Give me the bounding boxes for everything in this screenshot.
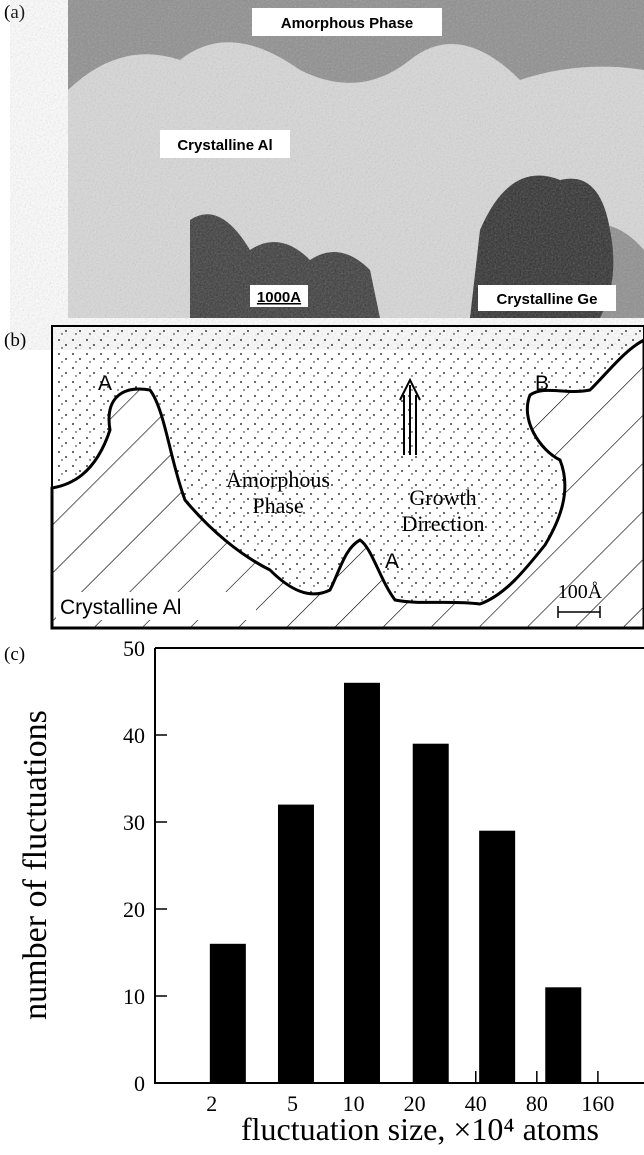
bar bbox=[479, 830, 516, 1083]
bar bbox=[277, 804, 314, 1083]
x-tick-label: 2 bbox=[206, 1091, 217, 1116]
bar bbox=[412, 743, 449, 1083]
x-tick-label: 80 bbox=[526, 1091, 548, 1116]
label: Direction bbox=[401, 511, 484, 536]
scale-bar: 1000A bbox=[257, 289, 301, 306]
panel-label: (c) bbox=[4, 644, 25, 665]
bar bbox=[545, 987, 582, 1083]
texture bbox=[68, 0, 644, 318]
label-box bbox=[160, 130, 290, 158]
marker: B bbox=[535, 372, 549, 395]
label-box bbox=[56, 592, 256, 620]
scale-bar bbox=[557, 606, 601, 618]
label: Crystalline Al bbox=[177, 137, 272, 154]
label-box bbox=[478, 285, 616, 311]
y-tick-label: 0 bbox=[134, 1071, 145, 1096]
label: Crystalline Al bbox=[60, 596, 181, 619]
x-tick-label: 40 bbox=[465, 1091, 487, 1116]
y-tick-label: 20 bbox=[123, 897, 145, 922]
panel-a: (a) Amorphous Phase Crystalline Al 1000A… bbox=[4, 0, 644, 318]
y-tick-label: 10 bbox=[123, 984, 145, 1009]
x-tick-label: 20 bbox=[404, 1091, 426, 1116]
panel-c: (c) number of fluctuations fluctuation s… bbox=[4, 644, 644, 1147]
marker: A bbox=[98, 372, 112, 395]
panel-label: (b) bbox=[4, 330, 26, 351]
label-box bbox=[252, 8, 442, 36]
label: Crystalline Ge bbox=[497, 291, 598, 308]
panel-frame bbox=[51, 325, 644, 629]
scale-bar-label: 100Å bbox=[558, 581, 603, 603]
growth-arrow bbox=[399, 377, 421, 455]
y-tick-label: 40 bbox=[123, 723, 145, 748]
marker: A bbox=[385, 550, 399, 573]
x-tick-label: 10 bbox=[343, 1091, 365, 1116]
y-axis-label: number of fluctuations bbox=[17, 710, 54, 1020]
label: Growth bbox=[409, 485, 476, 510]
bar bbox=[209, 943, 246, 1083]
y-tick-label: 30 bbox=[123, 810, 145, 835]
crystalline-al-region bbox=[50, 338, 644, 630]
panel-b: (b) A B A Amorphous Phase Growth Directi… bbox=[4, 325, 644, 630]
label-box bbox=[250, 285, 308, 307]
y-tick-label: 50 bbox=[123, 636, 145, 661]
label: Amorphous bbox=[226, 467, 330, 492]
panel-label: (a) bbox=[4, 2, 25, 23]
x-tick-label: 5 bbox=[287, 1091, 298, 1116]
bar bbox=[343, 682, 380, 1083]
label: Amorphous Phase bbox=[281, 15, 414, 32]
label: Phase bbox=[252, 493, 303, 518]
x-tick-label: 160 bbox=[581, 1091, 614, 1116]
x-axis-label: fluctuation size, ×10⁴ atoms bbox=[241, 1111, 599, 1147]
